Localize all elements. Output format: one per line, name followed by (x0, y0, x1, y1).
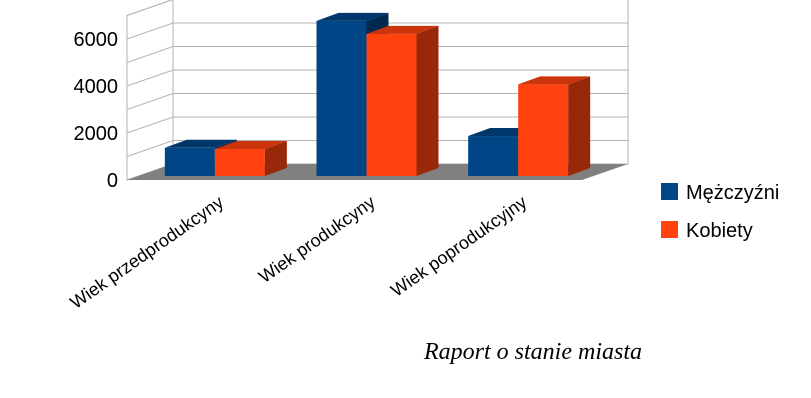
bar-front (518, 84, 569, 176)
x-category-label: Wiek poprodukcyjny (387, 192, 530, 301)
bar-side (264, 140, 287, 176)
bar-top (518, 76, 591, 85)
bar-top (316, 12, 389, 21)
gridline (126, 46, 628, 63)
bar (366, 25, 439, 177)
bar-front (164, 147, 215, 176)
gridline (126, 0, 628, 16)
report-caption: Raport o stanie miasta (424, 339, 643, 365)
bar-front (316, 20, 367, 177)
bar-front (468, 136, 519, 176)
y-tick-label: 4000 (74, 76, 119, 98)
legend-label: Kobiety (686, 220, 753, 242)
gridline (126, 93, 628, 110)
legend-label: Mężczyźni (686, 182, 779, 204)
gridline (126, 69, 628, 87)
bars (164, 12, 591, 177)
bar-top (366, 25, 439, 34)
bar-side (416, 25, 439, 177)
legend-swatch (661, 221, 678, 238)
bar (214, 140, 287, 176)
x-category-label: Wiek przedprodukcyny (67, 192, 228, 313)
y-tick-label: 2000 (74, 123, 119, 145)
y-tick-label: 6000 (74, 29, 119, 51)
gridline (126, 22, 628, 40)
bar-side (568, 76, 591, 176)
legend: Mężczyźni Kobiety (661, 182, 779, 242)
bar-top (214, 140, 287, 149)
y-tick-label: 0 (107, 170, 118, 192)
x-category-label: Wiek produkcyny (255, 192, 379, 287)
bar-top (164, 139, 237, 148)
bar-front (366, 33, 417, 177)
legend-swatch (661, 183, 678, 200)
gridline (126, 116, 628, 134)
bar (518, 76, 591, 176)
x-axis-labels: Wiek przedprodukcyny Wiek produkcyny Wiek … (67, 192, 531, 313)
bar-front (214, 148, 265, 176)
y-axis-ticks: 0 2000 4000 6000 (74, 29, 119, 192)
